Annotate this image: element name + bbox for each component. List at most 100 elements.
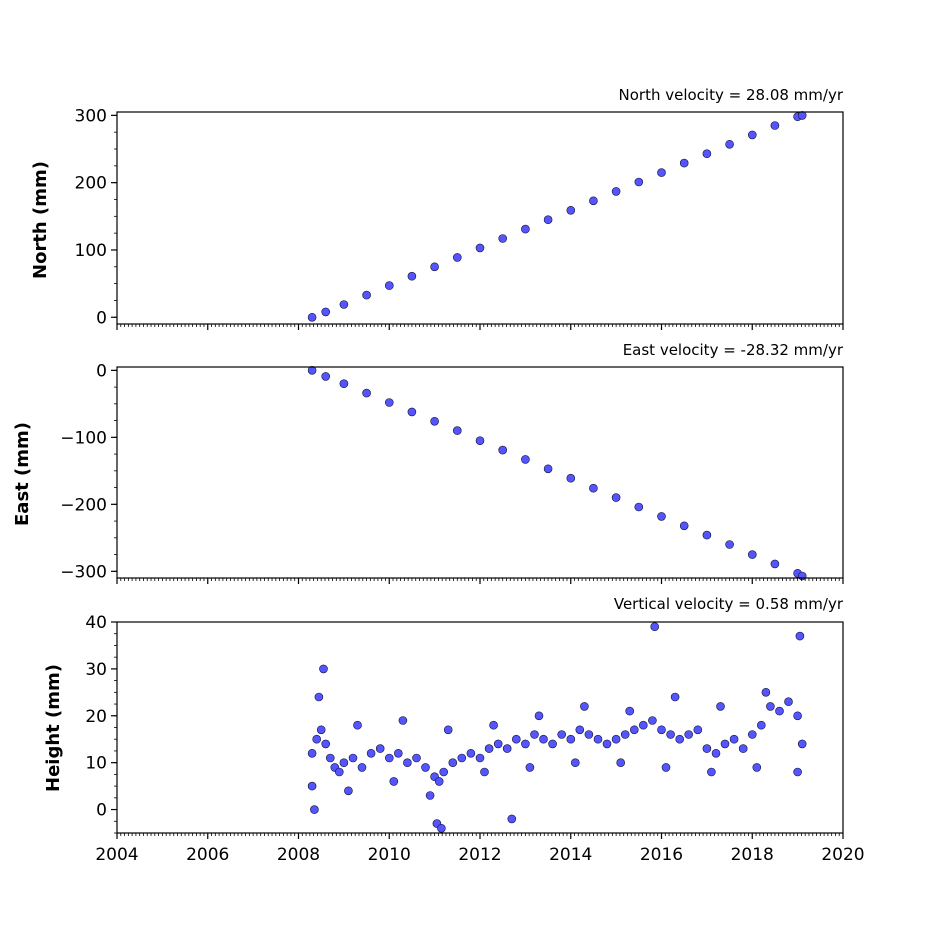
data-point	[507, 814, 517, 824]
data-points	[307, 111, 807, 322]
data-point	[384, 281, 394, 290]
data-point	[793, 711, 802, 721]
data-point	[316, 725, 326, 735]
data-point	[457, 753, 467, 763]
data-point	[334, 767, 344, 777]
data-point	[797, 739, 807, 749]
data-point	[566, 206, 576, 215]
data-point	[443, 725, 453, 735]
data-point	[589, 196, 598, 206]
height-panel: Vertical velocity = 0.58 mm/yr Height (m…	[43, 595, 865, 865]
data-point	[375, 744, 385, 753]
data-point	[634, 177, 644, 187]
data-point	[312, 734, 322, 744]
data-point	[307, 365, 317, 375]
plot-frame	[116, 366, 844, 579]
data-point	[407, 407, 417, 417]
data-point	[702, 149, 712, 158]
plot-frame	[116, 621, 844, 834]
data-point	[366, 748, 376, 758]
data-point	[543, 215, 553, 224]
data-point	[566, 473, 576, 483]
data-point	[321, 307, 331, 317]
north-panel: North velocity = 28.08 mm/yr North (mm) …	[30, 86, 844, 330]
data-point	[407, 271, 417, 281]
y-tick-label: −200	[60, 495, 107, 515]
data-point	[325, 753, 335, 763]
x-tick-label: 2020	[821, 845, 864, 865]
data-point	[421, 763, 430, 772]
data-point	[766, 702, 775, 711]
data-point	[339, 379, 349, 389]
data-point	[339, 300, 349, 309]
y-tick-label: 0	[96, 308, 107, 328]
data-point	[584, 730, 594, 739]
data-point	[761, 687, 771, 697]
data-point	[770, 559, 780, 569]
data-point	[339, 758, 349, 768]
data-point	[580, 702, 589, 711]
north-axis-label: North (mm)	[30, 161, 51, 279]
data-point	[711, 748, 721, 758]
data-point	[625, 706, 635, 716]
data-point	[738, 744, 748, 753]
y-tick-label: 20	[85, 707, 107, 727]
data-point	[439, 767, 449, 777]
y-tick-label: 0	[96, 361, 107, 381]
data-point	[521, 739, 530, 749]
y-tick-label: −300	[60, 562, 107, 582]
data-point	[353, 720, 362, 730]
data-point	[362, 290, 371, 300]
data-point	[570, 758, 580, 768]
data-point	[629, 725, 639, 735]
data-point	[437, 823, 446, 833]
data-point	[725, 540, 734, 549]
x-tick-label: 2008	[277, 845, 320, 865]
data-point	[319, 664, 328, 674]
data-point	[452, 253, 462, 262]
data-point	[702, 530, 712, 540]
data-point	[434, 777, 444, 786]
data-point	[616, 758, 626, 768]
x-tick-label: 2006	[186, 845, 229, 865]
data-point	[589, 483, 598, 493]
data-point	[666, 730, 675, 739]
data-point	[480, 767, 489, 777]
data-point	[648, 716, 657, 725]
data-point	[593, 734, 603, 744]
data-point	[548, 739, 557, 749]
data-point	[611, 493, 621, 502]
data-point	[348, 753, 358, 763]
data-point	[521, 455, 530, 464]
data-point	[384, 753, 394, 763]
data-point	[389, 777, 399, 786]
y-tick-label: 100	[75, 241, 107, 261]
data-point	[747, 130, 757, 140]
height-axis-label: Height (mm)	[43, 664, 64, 792]
data-point	[430, 416, 439, 426]
north-velocity-title: North velocity = 28.08 mm/yr	[619, 86, 844, 104]
data-point	[661, 763, 671, 772]
data-point	[770, 121, 780, 130]
data-point	[357, 763, 367, 772]
data-point	[602, 739, 612, 749]
data-point	[657, 168, 666, 177]
east-panel: East velocity = -28.32 mm/yr East (mm) 0…	[12, 341, 844, 584]
data-point	[702, 744, 712, 753]
data-point	[725, 140, 734, 149]
data-point	[466, 748, 476, 758]
data-point	[475, 753, 485, 763]
data-point	[489, 720, 498, 730]
data-point	[650, 622, 660, 632]
data-point	[498, 234, 508, 243]
data-point	[729, 734, 739, 744]
data-point	[452, 426, 462, 435]
data-point	[566, 734, 576, 744]
data-point	[620, 730, 630, 739]
plot-frame	[116, 111, 844, 325]
data-point	[557, 730, 567, 739]
data-point	[493, 739, 503, 749]
data-point	[498, 445, 508, 455]
data-point	[321, 739, 331, 749]
data-point	[670, 692, 680, 702]
